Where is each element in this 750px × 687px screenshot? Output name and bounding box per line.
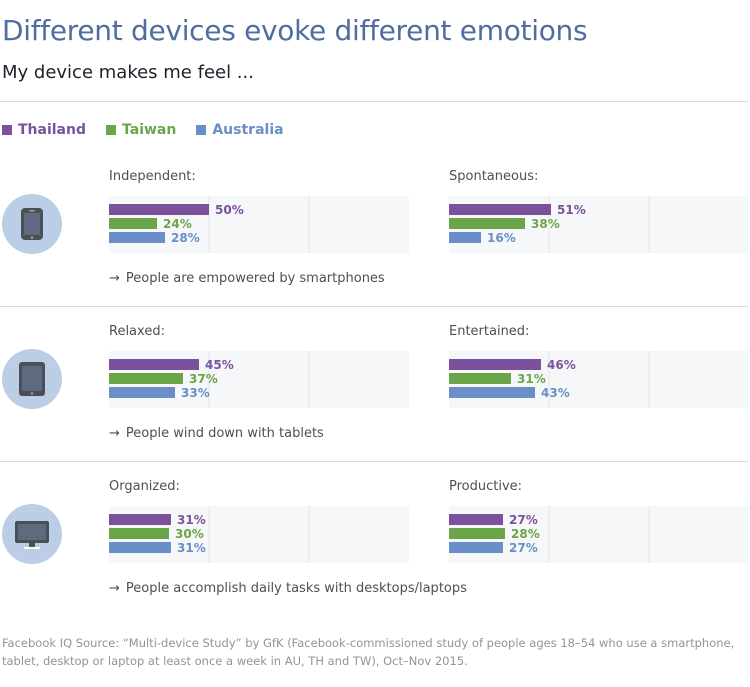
bar-australia bbox=[109, 542, 171, 553]
legend-label-taiwan: Taiwan bbox=[122, 122, 177, 138]
data-label-thailand: 50% bbox=[215, 203, 244, 217]
chart-organized: 31% 30% 31% bbox=[109, 506, 409, 563]
arrow-right-icon: → bbox=[109, 426, 120, 441]
chart-relaxed: 45% 37% 33% bbox=[109, 351, 409, 408]
data-label-thailand: 45% bbox=[205, 358, 234, 372]
metric-label-entertained: Entertained: bbox=[449, 324, 530, 339]
bar-thailand bbox=[109, 359, 199, 370]
section-smartphone: Independent: 50% 24% 28% Spontaneous: 51% 3… bbox=[0, 152, 750, 307]
desktop-icon-circle bbox=[2, 504, 62, 564]
data-label-thailand: 51% bbox=[557, 203, 586, 217]
caption-text: People wind down with tablets bbox=[125, 426, 324, 441]
data-label-taiwan: 30% bbox=[175, 527, 204, 541]
caption-smartphone: → People are empowered by smartphones bbox=[109, 271, 385, 286]
legend-swatch-thailand bbox=[2, 125, 12, 135]
header-divider bbox=[0, 101, 748, 102]
bar-taiwan bbox=[449, 218, 525, 229]
data-label-australia: 28% bbox=[171, 231, 200, 245]
metric-label-relaxed: Relaxed: bbox=[109, 324, 165, 339]
legend-item-australia: Australia bbox=[196, 122, 284, 138]
data-label-australia: 43% bbox=[541, 386, 570, 400]
bar-taiwan bbox=[109, 218, 157, 229]
data-label-australia: 31% bbox=[177, 541, 206, 555]
bar-taiwan bbox=[109, 528, 169, 539]
section-tablet: Relaxed: 45% 37% 33% Entertained: 46% 31% 43… bbox=[0, 307, 750, 462]
bar-taiwan bbox=[449, 528, 505, 539]
legend-label-australia: Australia bbox=[212, 122, 284, 138]
legend-label-thailand: Thailand bbox=[18, 122, 86, 138]
page-title: Different devices evoke different emotio… bbox=[2, 14, 588, 47]
smartphone-icon-circle bbox=[2, 194, 62, 254]
data-label-taiwan: 28% bbox=[511, 527, 540, 541]
metric-label-productive: Productive: bbox=[449, 479, 523, 494]
data-label-australia: 33% bbox=[181, 386, 210, 400]
chart-spontaneous: 51% 38% 16% bbox=[449, 196, 749, 253]
legend-item-thailand: Thailand bbox=[2, 122, 86, 138]
chart-entertained: 46% 31% 43% bbox=[449, 351, 749, 408]
bar-australia bbox=[449, 387, 535, 398]
bar-chart-organized: 31%30%31% bbox=[109, 506, 409, 563]
bar-australia bbox=[449, 542, 503, 553]
data-label-taiwan: 38% bbox=[531, 217, 560, 231]
caption-tablet: → People wind down with tablets bbox=[109, 426, 324, 441]
chart-productive: 27% 28% 27% bbox=[449, 506, 749, 563]
bar-taiwan bbox=[109, 373, 183, 384]
smartphone-icon bbox=[21, 208, 43, 240]
legend-swatch-taiwan bbox=[106, 125, 116, 135]
page-subtitle: My device makes me feel ... bbox=[2, 62, 254, 83]
data-label-taiwan: 24% bbox=[163, 217, 192, 231]
section-divider bbox=[0, 306, 748, 307]
bar-chart-spontaneous: 51%38% 16% bbox=[449, 196, 749, 253]
bar-australia bbox=[449, 232, 481, 243]
arrow-right-icon: → bbox=[109, 271, 120, 286]
data-label-taiwan: 37% bbox=[189, 372, 218, 386]
caption-text: People are empowered by smartphones bbox=[125, 271, 385, 286]
data-label-thailand: 27% bbox=[509, 513, 538, 527]
bar-chart-entertained: 46%31%43% bbox=[449, 351, 749, 408]
bar-australia bbox=[109, 232, 165, 243]
tablet-icon bbox=[19, 362, 45, 396]
bar-chart-productive: 27%28%27% bbox=[449, 506, 749, 563]
source-note: Facebook IQ Source: “Multi-device Study”… bbox=[2, 636, 735, 668]
tablet-icon-circle bbox=[2, 349, 62, 409]
arrow-right-icon: → bbox=[109, 581, 120, 596]
data-label-thailand: 31% bbox=[177, 513, 206, 527]
bar-thailand bbox=[109, 514, 171, 525]
data-label-taiwan: 31% bbox=[517, 372, 546, 386]
bar-australia bbox=[109, 387, 175, 398]
legend: Thailand Taiwan Australia bbox=[2, 122, 304, 138]
data-label-australia: 16% bbox=[487, 231, 516, 245]
section-desktop: Organized: 31% 30% 31% Productive: 27% 28% 2… bbox=[0, 462, 750, 617]
bar-thailand bbox=[109, 204, 209, 215]
data-label-thailand: 46% bbox=[547, 358, 576, 372]
bar-thailand bbox=[449, 514, 503, 525]
desktop-icon bbox=[15, 521, 49, 549]
section-divider bbox=[0, 461, 748, 462]
bar-thailand bbox=[449, 359, 541, 370]
bar-chart-relaxed: 45%37%33% bbox=[109, 351, 409, 408]
metric-label-spontaneous: Spontaneous: bbox=[449, 169, 539, 184]
chart-independent: 50% 24% 28% bbox=[109, 196, 409, 253]
metric-label-independent: Independent: bbox=[109, 169, 196, 184]
metric-label-organized: Organized: bbox=[109, 479, 180, 494]
legend-item-taiwan: Taiwan bbox=[106, 122, 176, 138]
data-label-australia: 27% bbox=[509, 541, 538, 555]
bar-taiwan bbox=[449, 373, 511, 384]
bar-thailand bbox=[449, 204, 551, 215]
caption-text: People accomplish daily tasks with deskt… bbox=[125, 581, 467, 596]
bar-chart-independent: 50% 24%28% bbox=[109, 196, 409, 253]
caption-desktop: → People accomplish daily tasks with desk… bbox=[109, 581, 467, 596]
legend-swatch-australia bbox=[196, 125, 207, 135]
